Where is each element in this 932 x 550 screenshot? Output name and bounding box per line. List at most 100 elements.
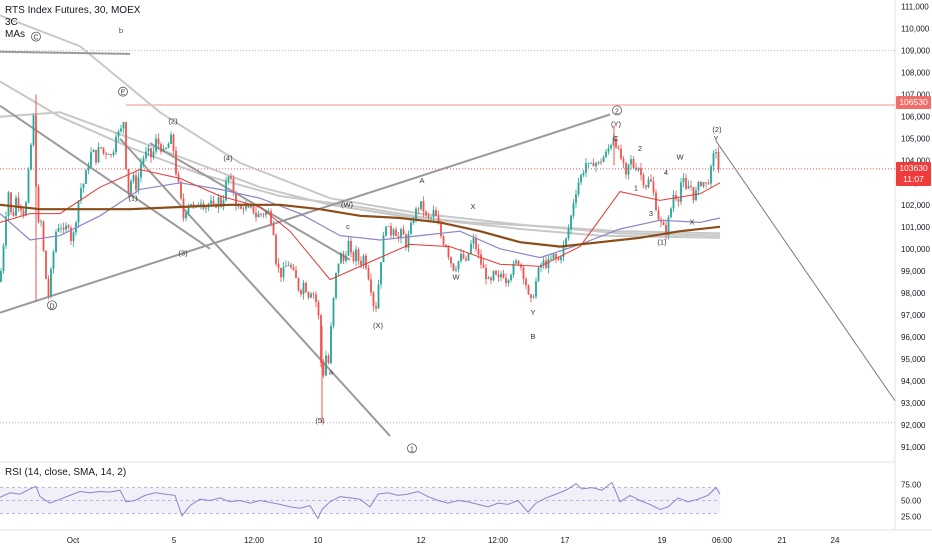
price-tick-label: 105,000	[901, 135, 930, 144]
candle	[670, 207, 672, 219]
wave-label: (X)	[373, 321, 384, 330]
candle	[357, 247, 360, 266]
candle	[70, 225, 72, 245]
candle	[117, 129, 120, 142]
candle-body	[685, 177, 687, 189]
candle	[500, 270, 502, 282]
candle-body	[647, 179, 650, 188]
candle-body	[687, 185, 690, 189]
candle-body	[555, 253, 557, 258]
candle	[425, 210, 427, 218]
candle-body	[437, 216, 440, 224]
candle	[150, 147, 152, 164]
candle	[715, 148, 717, 159]
trendline-5	[715, 140, 896, 402]
candle-body	[460, 253, 462, 262]
candle	[395, 226, 397, 237]
candle	[72, 230, 75, 247]
candle-body	[392, 229, 395, 236]
candle	[482, 259, 485, 268]
candle	[680, 177, 682, 206]
candle-body	[490, 277, 492, 281]
candle	[710, 164, 712, 188]
candle	[412, 216, 415, 225]
time-tick-label: Oct	[67, 536, 80, 545]
candle-body	[482, 264, 485, 268]
candle	[497, 270, 500, 282]
candle-body	[272, 223, 275, 236]
candle	[705, 181, 707, 189]
candle-body	[387, 226, 390, 227]
candle	[602, 155, 605, 163]
candle	[87, 162, 90, 175]
candle-body	[55, 231, 57, 252]
candle-body	[77, 200, 80, 223]
candle	[632, 156, 635, 169]
wave-label: X	[689, 218, 694, 227]
candle	[442, 234, 445, 247]
candle-body	[680, 182, 682, 202]
candle	[707, 179, 710, 185]
candle-body	[715, 152, 717, 154]
candle	[42, 220, 45, 252]
candle	[567, 224, 570, 241]
candle	[565, 237, 567, 250]
candle	[700, 180, 702, 188]
candle-body	[670, 208, 672, 218]
candle	[55, 229, 57, 254]
candle	[110, 153, 112, 158]
candle-body	[87, 166, 90, 171]
candle	[540, 262, 542, 273]
candle	[375, 302, 377, 313]
candle-body	[307, 292, 310, 298]
trendline-1	[0, 113, 611, 314]
candle-body	[60, 227, 62, 229]
time-tick-label: 12	[417, 536, 426, 545]
wave-circle	[407, 443, 417, 454]
candle-body	[337, 263, 340, 273]
candle-body	[592, 162, 595, 167]
candle-body	[57, 228, 60, 232]
candle-body	[95, 149, 97, 163]
candle	[107, 153, 110, 155]
candle	[355, 245, 357, 267]
candle-body	[160, 144, 162, 152]
candle-body	[40, 221, 42, 223]
candle-body	[567, 228, 570, 239]
candle	[142, 155, 145, 168]
candle-body	[117, 131, 120, 137]
candle	[572, 199, 575, 219]
price-tick-label: 108,000	[901, 69, 930, 78]
price-tick-label: 95,000	[901, 355, 926, 364]
candle	[447, 245, 450, 260]
candle	[30, 143, 32, 171]
candle-body	[382, 235, 385, 263]
candle-body	[7, 192, 10, 217]
candle-body	[155, 138, 157, 152]
candle-body	[512, 263, 515, 275]
candle	[367, 265, 370, 281]
candle	[365, 253, 367, 271]
wave-label: (W)	[341, 200, 354, 209]
candle	[342, 250, 345, 265]
candle	[585, 157, 587, 178]
candle-body	[85, 170, 87, 184]
candle-body	[477, 249, 480, 255]
wave-label: (2)	[712, 125, 722, 134]
candle	[385, 225, 387, 238]
candle	[467, 252, 470, 262]
candle-body	[205, 207, 207, 209]
candle-body	[600, 161, 602, 163]
candle-body	[297, 277, 300, 291]
candle	[702, 182, 705, 189]
wave-label: (4)	[223, 154, 233, 163]
candle	[470, 239, 472, 255]
candle	[45, 250, 47, 280]
candle-body	[65, 225, 67, 230]
candle-body	[545, 260, 547, 268]
candle-body	[375, 306, 377, 309]
wave-label: 2	[615, 108, 619, 115]
candle	[170, 131, 172, 145]
candle-body	[107, 154, 110, 155]
